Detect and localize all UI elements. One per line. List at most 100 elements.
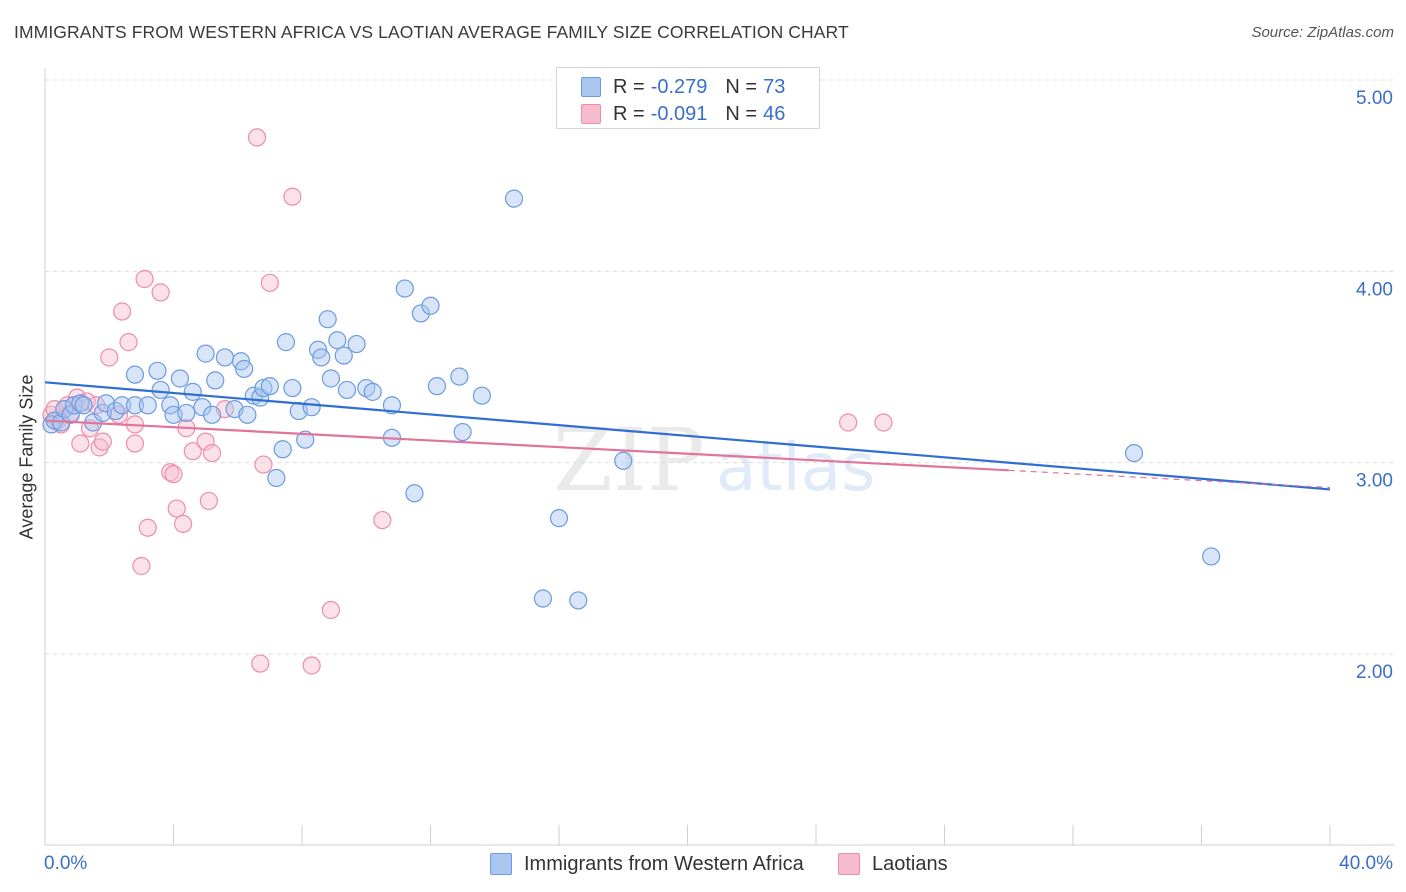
bottom-legend-laotians: Laotians xyxy=(838,851,948,877)
western-africa-point xyxy=(196,344,215,363)
y-tick-label: 5.00 xyxy=(1356,88,1393,109)
western-africa-point xyxy=(533,589,553,608)
western-africa-point xyxy=(427,377,447,396)
laotians-point xyxy=(151,283,170,302)
source-label: Source: ZipAtlas.com xyxy=(1251,24,1394,41)
axes xyxy=(44,68,1395,846)
western-africa-point xyxy=(411,304,430,323)
western-africa-point xyxy=(74,396,93,415)
western-africa-point xyxy=(302,398,321,417)
laotians-point xyxy=(138,518,157,537)
laotians-point xyxy=(167,499,186,518)
laotians-point xyxy=(90,438,109,457)
trend-lines xyxy=(44,381,1331,491)
western-africa-point xyxy=(321,369,341,388)
western-africa-point xyxy=(235,359,254,379)
western-africa-point xyxy=(112,396,132,415)
laotians-point xyxy=(302,656,321,675)
western-africa-point xyxy=(125,396,145,415)
legend-swatch-blue xyxy=(581,77,601,97)
western-africa-point xyxy=(183,382,202,401)
y-axis-label: Average Family Size xyxy=(16,374,37,540)
laotians-point xyxy=(202,444,222,463)
laotians-point xyxy=(135,269,154,289)
western-africa-point xyxy=(450,367,469,386)
legend-swatch-pink xyxy=(581,104,601,124)
laotians-point xyxy=(839,413,858,432)
legend-n-label: N = xyxy=(725,75,758,98)
y-tick-label: 4.00 xyxy=(1356,279,1393,300)
western-africa-point xyxy=(504,189,524,208)
western-africa-point xyxy=(472,386,491,405)
western-africa-point xyxy=(382,396,402,415)
western-africa-points xyxy=(42,189,1221,610)
laotians-point xyxy=(71,434,90,453)
laotians-point xyxy=(199,491,218,511)
western-africa-point xyxy=(276,333,296,352)
laotians-point xyxy=(125,434,145,453)
western-africa-point xyxy=(151,380,170,400)
western-africa-point xyxy=(283,378,302,398)
laotians-point xyxy=(373,510,392,530)
laotians-point xyxy=(874,413,893,432)
western-africa-point xyxy=(405,484,424,503)
western-africa-point xyxy=(614,451,633,470)
western-africa-point xyxy=(177,403,196,423)
western-africa-point xyxy=(202,405,222,424)
legend-n-value: 46 xyxy=(763,102,786,125)
laotians-point xyxy=(254,455,273,474)
laotians-point xyxy=(112,302,132,321)
laotians-point xyxy=(164,465,183,484)
legend-row-western-africa: R = -0.279 N = 73 xyxy=(581,74,785,100)
laotians-point xyxy=(161,463,180,482)
bottom-legend-label: Immigrants from Western Africa xyxy=(524,852,804,875)
legend-r-label: R = xyxy=(613,102,645,125)
western-africa-point xyxy=(296,430,315,449)
western-africa-point xyxy=(148,361,167,380)
western-africa-point xyxy=(64,396,84,415)
western-africa-point xyxy=(395,279,414,298)
watermark: ZIP atlas xyxy=(553,411,876,511)
laotians-point xyxy=(132,556,151,576)
bottom-legend-swatch-blue xyxy=(490,853,512,875)
western-africa-point xyxy=(267,468,286,488)
laotians-point xyxy=(100,348,119,367)
legend-r-label: R = xyxy=(613,75,645,98)
western-africa-point xyxy=(215,348,234,367)
legend-n-value: 73 xyxy=(763,75,786,98)
western-africa-point xyxy=(312,348,331,367)
western-africa-point xyxy=(238,405,257,424)
legend-row-laotians: R = -0.091 N = 46 xyxy=(581,101,785,127)
western-africa-point xyxy=(273,440,292,459)
western-africa-point xyxy=(254,378,273,398)
bottom-legend-swatch-pink xyxy=(838,853,860,875)
western-africa-point xyxy=(206,371,225,390)
western-africa-point xyxy=(549,509,569,528)
x-tick-label: 40.0% xyxy=(1339,853,1393,874)
western-africa-point xyxy=(260,377,279,396)
western-africa-point xyxy=(1202,547,1221,566)
laotians-point xyxy=(260,273,279,292)
y-tick-label: 2.00 xyxy=(1356,662,1393,683)
western-africa-point xyxy=(421,296,440,315)
western-africa-point xyxy=(347,334,366,354)
watermark-atlas: atlas xyxy=(716,429,876,506)
x-tick-label: 0.0% xyxy=(44,853,87,874)
laotians-point xyxy=(174,514,193,533)
western-africa-point xyxy=(328,331,347,350)
western-africa-point xyxy=(318,310,337,329)
bottom-legend-label: Laotians xyxy=(872,852,948,875)
western-africa-point xyxy=(161,396,180,415)
correlation-legend: R = -0.279 N = 73 R = -0.091 N = 46 xyxy=(556,67,820,129)
laotians-trend-line-extension xyxy=(1008,469,1331,489)
western-africa-point xyxy=(1124,444,1144,463)
laotians-point xyxy=(196,432,215,451)
y-tick-label: 3.00 xyxy=(1356,471,1393,492)
western-africa-trend-line xyxy=(44,381,1331,491)
tick-labels: 2.00 3.00 4.00 5.00 0.0% 40.0% xyxy=(44,88,1393,874)
legend-r-value: -0.091 xyxy=(650,102,708,125)
western-africa-point xyxy=(334,346,353,365)
western-africa-point xyxy=(138,396,157,415)
western-africa-point xyxy=(71,394,90,413)
